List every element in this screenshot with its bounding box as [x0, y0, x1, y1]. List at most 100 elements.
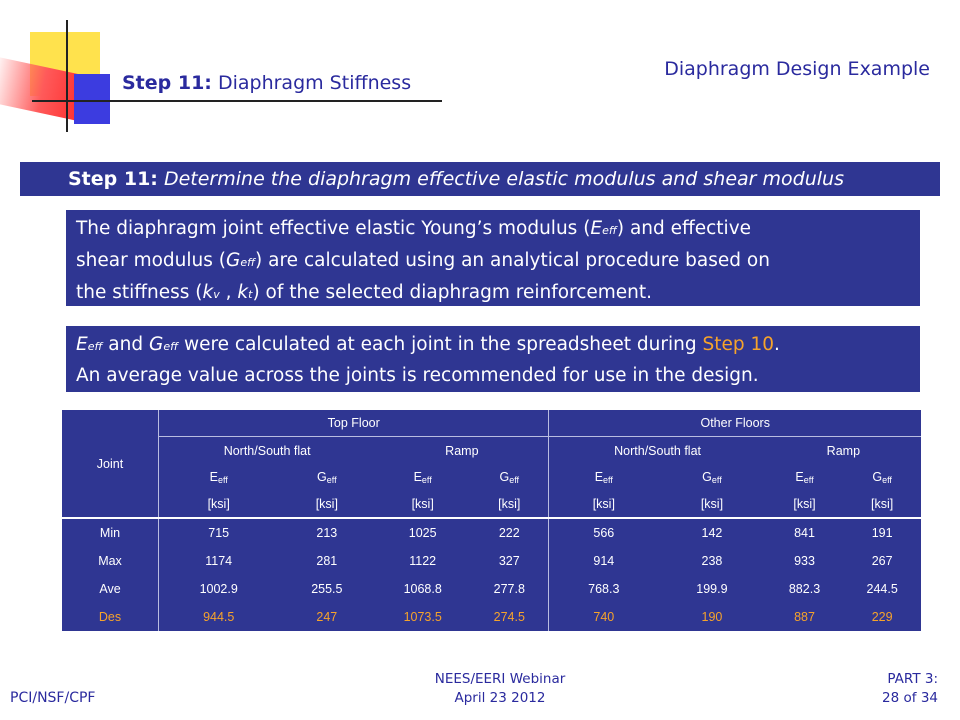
- row-label: Min: [62, 518, 159, 547]
- description-box: The diaphragm joint effective elastic Yo…: [66, 210, 920, 306]
- col-header-e: Eeff: [375, 464, 471, 491]
- table-cell: 882.3: [765, 575, 844, 603]
- col-header-e: Eeff: [548, 464, 659, 491]
- col-header-g: Geff: [278, 464, 376, 491]
- subgroup-header: North/South flat: [158, 436, 376, 464]
- table-cell: 247: [278, 603, 376, 631]
- row-label: Des: [62, 603, 159, 631]
- slide-title-step: Step 11:: [122, 72, 212, 94]
- subgroup-header: North/South flat: [548, 436, 766, 464]
- table-cell: 740: [548, 603, 659, 631]
- unit-header: [ksi]: [765, 491, 844, 519]
- table-cell: 277.8: [470, 575, 549, 603]
- desc-text: ) and effective: [616, 218, 752, 239]
- title-underline: [32, 100, 442, 102]
- slide-title-text: Diaphragm Stiffness: [217, 72, 412, 94]
- table-cell: 281: [278, 547, 376, 575]
- table-cell: 1068.8: [375, 575, 471, 603]
- subgroup-header: Ramp: [375, 436, 549, 464]
- table-cell: 222: [470, 518, 549, 547]
- table-row: Min 715 213 1025 222 566 142 841 191: [62, 518, 921, 547]
- symbol-header-row: Eeff Geff Eeff Geff Eeff Geff Eeff Geff: [62, 464, 921, 491]
- slide-title: Step 11: Diaphragm Stiffness: [122, 72, 411, 94]
- table-cell: 887: [765, 603, 844, 631]
- note-text: were calculated at each joint in the spr…: [178, 334, 703, 355]
- footer-page-number: 28 of 34: [882, 690, 938, 706]
- table-cell: 274.5: [470, 603, 549, 631]
- unit-header: [ksi]: [548, 491, 659, 519]
- note-text: .: [774, 334, 780, 355]
- table-cell: 142: [658, 518, 766, 547]
- table-cell: 768.3: [548, 575, 659, 603]
- subgroup-header: Ramp: [765, 436, 921, 464]
- group-header-other-floors: Other Floors: [548, 410, 921, 437]
- table-cell: 229: [843, 603, 921, 631]
- modulus-table: Joint Top Floor Other Floors North/South…: [62, 410, 921, 631]
- table-cell: 914: [548, 547, 659, 575]
- table-cell: 327: [470, 547, 549, 575]
- subscript-v: v: [213, 288, 220, 301]
- col-header-g: Geff: [470, 464, 549, 491]
- col-header-e: Eeff: [158, 464, 279, 491]
- table-cell: 1073.5: [375, 603, 471, 631]
- table-cell: 1025: [375, 518, 471, 547]
- footer-event: NEES/EERI Webinar April 23 2012: [380, 670, 620, 708]
- note-text: and: [102, 334, 149, 355]
- presentation-title: Diaphragm Design Example: [664, 58, 930, 80]
- unit-header: [ksi]: [470, 491, 549, 519]
- table-cell: 190: [658, 603, 766, 631]
- row-label: Ave: [62, 575, 159, 603]
- col-header-e: Eeff: [765, 464, 844, 491]
- step-banner: Step 11: Determine the diaphragm effecti…: [20, 162, 940, 196]
- col-header-g: Geff: [658, 464, 766, 491]
- subscript-eff: eff: [602, 224, 617, 237]
- subscript-eff: eff: [240, 256, 256, 269]
- desc-text: ) are calculated using an analytical pro…: [255, 250, 770, 271]
- symbol-k: k: [202, 282, 214, 303]
- note-text-line2: An average value across the joints is re…: [76, 365, 759, 386]
- table-cell: 841: [765, 518, 844, 547]
- unit-header: [ksi]: [278, 491, 376, 519]
- table-row-design: Des 944.5 247 1073.5 274.5 740 190 887 2…: [62, 603, 921, 631]
- desc-text: shear modulus (: [76, 250, 226, 271]
- table-cell: 199.9: [658, 575, 766, 603]
- table-cell: 1002.9: [158, 575, 279, 603]
- table-cell: 267: [843, 547, 921, 575]
- table-cell: 933: [765, 547, 844, 575]
- footer-page: PART 3: 28 of 34: [882, 670, 938, 708]
- row-label: Max: [62, 547, 159, 575]
- footer-organization: PCI/NSF/CPF: [10, 690, 96, 706]
- step-banner-text: Determine the diaphragm effective elasti…: [163, 168, 844, 190]
- table-row: Ave 1002.9 255.5 1068.8 277.8 768.3 199.…: [62, 575, 921, 603]
- table-row: Max 1174 281 1122 327 914 238 933 267: [62, 547, 921, 575]
- subscript-eff: eff: [87, 340, 103, 353]
- unit-header-row: [ksi] [ksi] [ksi] [ksi] [ksi] [ksi] [ksi…: [62, 491, 921, 519]
- footer-event-name: NEES/EERI Webinar: [434, 671, 566, 687]
- desc-text: ) of the selected diaphragm reinforcemen…: [252, 282, 653, 303]
- subscript-t: t: [248, 288, 253, 301]
- desc-text: the stiffness (: [76, 282, 203, 303]
- subscript-eff: eff: [163, 340, 179, 353]
- unit-header: [ksi]: [658, 491, 766, 519]
- table-cell: 213: [278, 518, 376, 547]
- footer-event-date: April 23 2012: [454, 690, 546, 706]
- symbol-e: E: [590, 218, 603, 239]
- step-banner-label: Step 11:: [68, 168, 158, 190]
- table-cell: 1174: [158, 547, 279, 575]
- logo-vertical-line: [66, 20, 68, 132]
- table-cell: 255.5: [278, 575, 376, 603]
- unit-header: [ksi]: [158, 491, 279, 519]
- symbol-e: E: [76, 334, 88, 355]
- desc-text: ,: [219, 282, 238, 303]
- symbol-g: G: [225, 250, 241, 271]
- table-cell: 944.5: [158, 603, 279, 631]
- table-cell: 191: [843, 518, 921, 547]
- table-cell: 566: [548, 518, 659, 547]
- table-cell: 1122: [375, 547, 471, 575]
- logo-blue-square: [74, 74, 110, 124]
- joint-header: Joint: [62, 410, 159, 519]
- note-box: Eeff and Geff were calculated at each jo…: [66, 326, 920, 392]
- unit-header: [ksi]: [843, 491, 921, 519]
- table-cell: 715: [158, 518, 279, 547]
- footer-part: PART 3:: [887, 671, 938, 687]
